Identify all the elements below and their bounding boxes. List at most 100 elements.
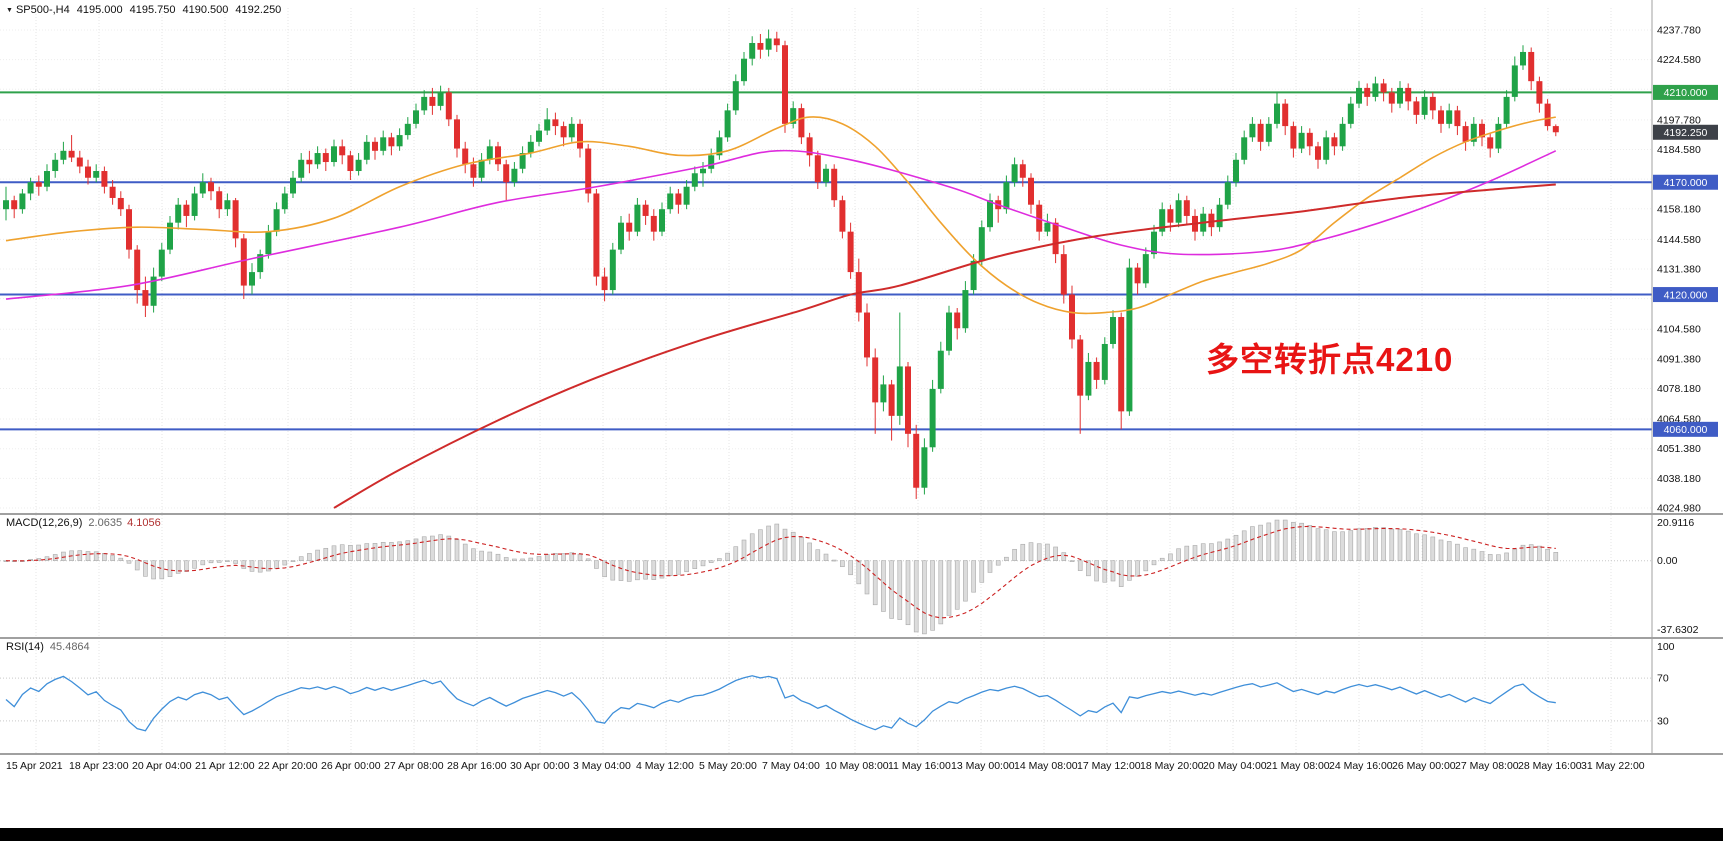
candle-body [134,249,141,291]
macd-histogram-bar [807,542,812,562]
candle-body [585,148,592,194]
candle-body [27,182,34,194]
macd-histogram-bar [692,560,698,569]
candle-body [1495,123,1502,149]
price-axis-label: 4184.580 [1657,144,1701,156]
candle-body [76,157,83,167]
candle-body [1544,103,1551,127]
macd-histogram-bar [864,560,870,595]
macd-histogram-bar [1520,544,1526,562]
price-axis-label: 4078.180 [1657,383,1701,395]
macd-histogram-bar [758,529,763,562]
rsi-axis-100: 100 [1657,641,1675,653]
macd-histogram-bar [1307,525,1313,562]
candle-body [716,137,723,156]
candle-body [85,166,91,178]
candle-body [445,92,452,120]
candle-body [1216,204,1223,228]
macd-histogram-bar [85,551,91,562]
candle-body [773,38,780,46]
candle-body [1069,294,1075,340]
macd-histogram-bar [1168,553,1173,561]
macd-histogram-bar [1414,533,1419,562]
candle-body [1552,126,1559,133]
time-axis-scale[interactable]: 15 Apr 2021 18 Apr 23:00 20 Apr 04:00 21 Ap… [6,760,1645,772]
candle-body [273,209,280,232]
macd-histogram-bar [954,560,960,610]
candle-body [1331,137,1338,147]
price-axis-scale[interactable]: 4237.780 4224.580 4197.780 4184.580 4158.180… [1653,25,1718,515]
macd-histogram-bar [749,533,755,562]
candle-body [675,193,682,205]
macd-histogram-bar [1250,526,1255,561]
macd-histogram-bar [364,543,370,562]
candle-body [1528,51,1535,82]
candle-body [429,96,436,106]
macd-histogram-bar [200,560,206,566]
candle-body [1520,51,1526,66]
macd-histogram-bar [1225,538,1231,562]
date-axis-label: 28 Apr 16:00 [447,760,507,772]
macd-histogram-bar [782,528,788,561]
candle-body [298,159,305,178]
macd-histogram-bar [872,560,878,606]
candle-body [634,204,641,232]
macd-histogram-bar [602,560,607,578]
macd-histogram-bar [102,553,107,561]
panel-separators [0,0,1723,755]
macd-histogram-bar [946,560,952,616]
macd-histogram-bar [1282,519,1288,561]
candle-body [962,290,969,329]
macd-histogram-bar [1143,560,1149,572]
candle-body [1175,200,1182,223]
candle-body [683,186,690,205]
macd-histogram-bar [36,558,42,562]
macd-histogram-bar [356,544,361,562]
candle-body [880,384,887,403]
macd-histogram-bar [126,560,132,564]
macd-histogram-bar [389,542,394,562]
macd-histogram-bar [1176,548,1181,562]
macd-histogram-bar [348,544,353,562]
candle-body [1085,361,1092,396]
macd-histogram-bar [626,560,632,582]
candle-body [814,155,821,183]
macd-histogram-bar [1184,545,1190,561]
candle-body [347,155,354,172]
macd-histogram-bar [241,560,247,569]
macd-histogram-bar [118,557,124,562]
candle-body [560,126,567,138]
macd-axis-max: 20.9116 [1657,517,1694,529]
candle-body [183,204,190,216]
macd-histogram-bar [1463,547,1468,561]
macd-histogram-bar [175,560,181,574]
candle-body [191,193,198,216]
macd-histogram-bar [290,560,296,563]
candle-body [626,222,633,232]
candle-body [1052,222,1059,255]
candle-body [618,222,624,250]
candle-body [1364,87,1371,97]
candle-body [1347,103,1354,124]
candle-body [257,254,264,273]
macd-histogram-bar [823,553,829,561]
candle-body [331,146,337,163]
macd-histogram-bar [167,560,173,577]
rsi-axis-70: 70 [1657,673,1669,685]
price-badge-label: 4170.000 [1664,177,1708,189]
date-axis-label: 11 May 16:00 [888,760,951,772]
macd-histogram-bar [233,560,238,564]
macd-histogram-bar [700,560,706,567]
candle-body [306,159,313,165]
macd-histogram-bar [487,551,493,562]
macd-histogram-bar [544,554,550,561]
macd-histogram-bar [1233,534,1239,561]
candle-body [142,290,149,306]
macd-histogram-bar [708,560,714,563]
macd-histogram-bar [1274,519,1280,561]
candle-body [1159,209,1166,232]
candle-body [1446,110,1453,124]
candle-body [1339,123,1346,147]
